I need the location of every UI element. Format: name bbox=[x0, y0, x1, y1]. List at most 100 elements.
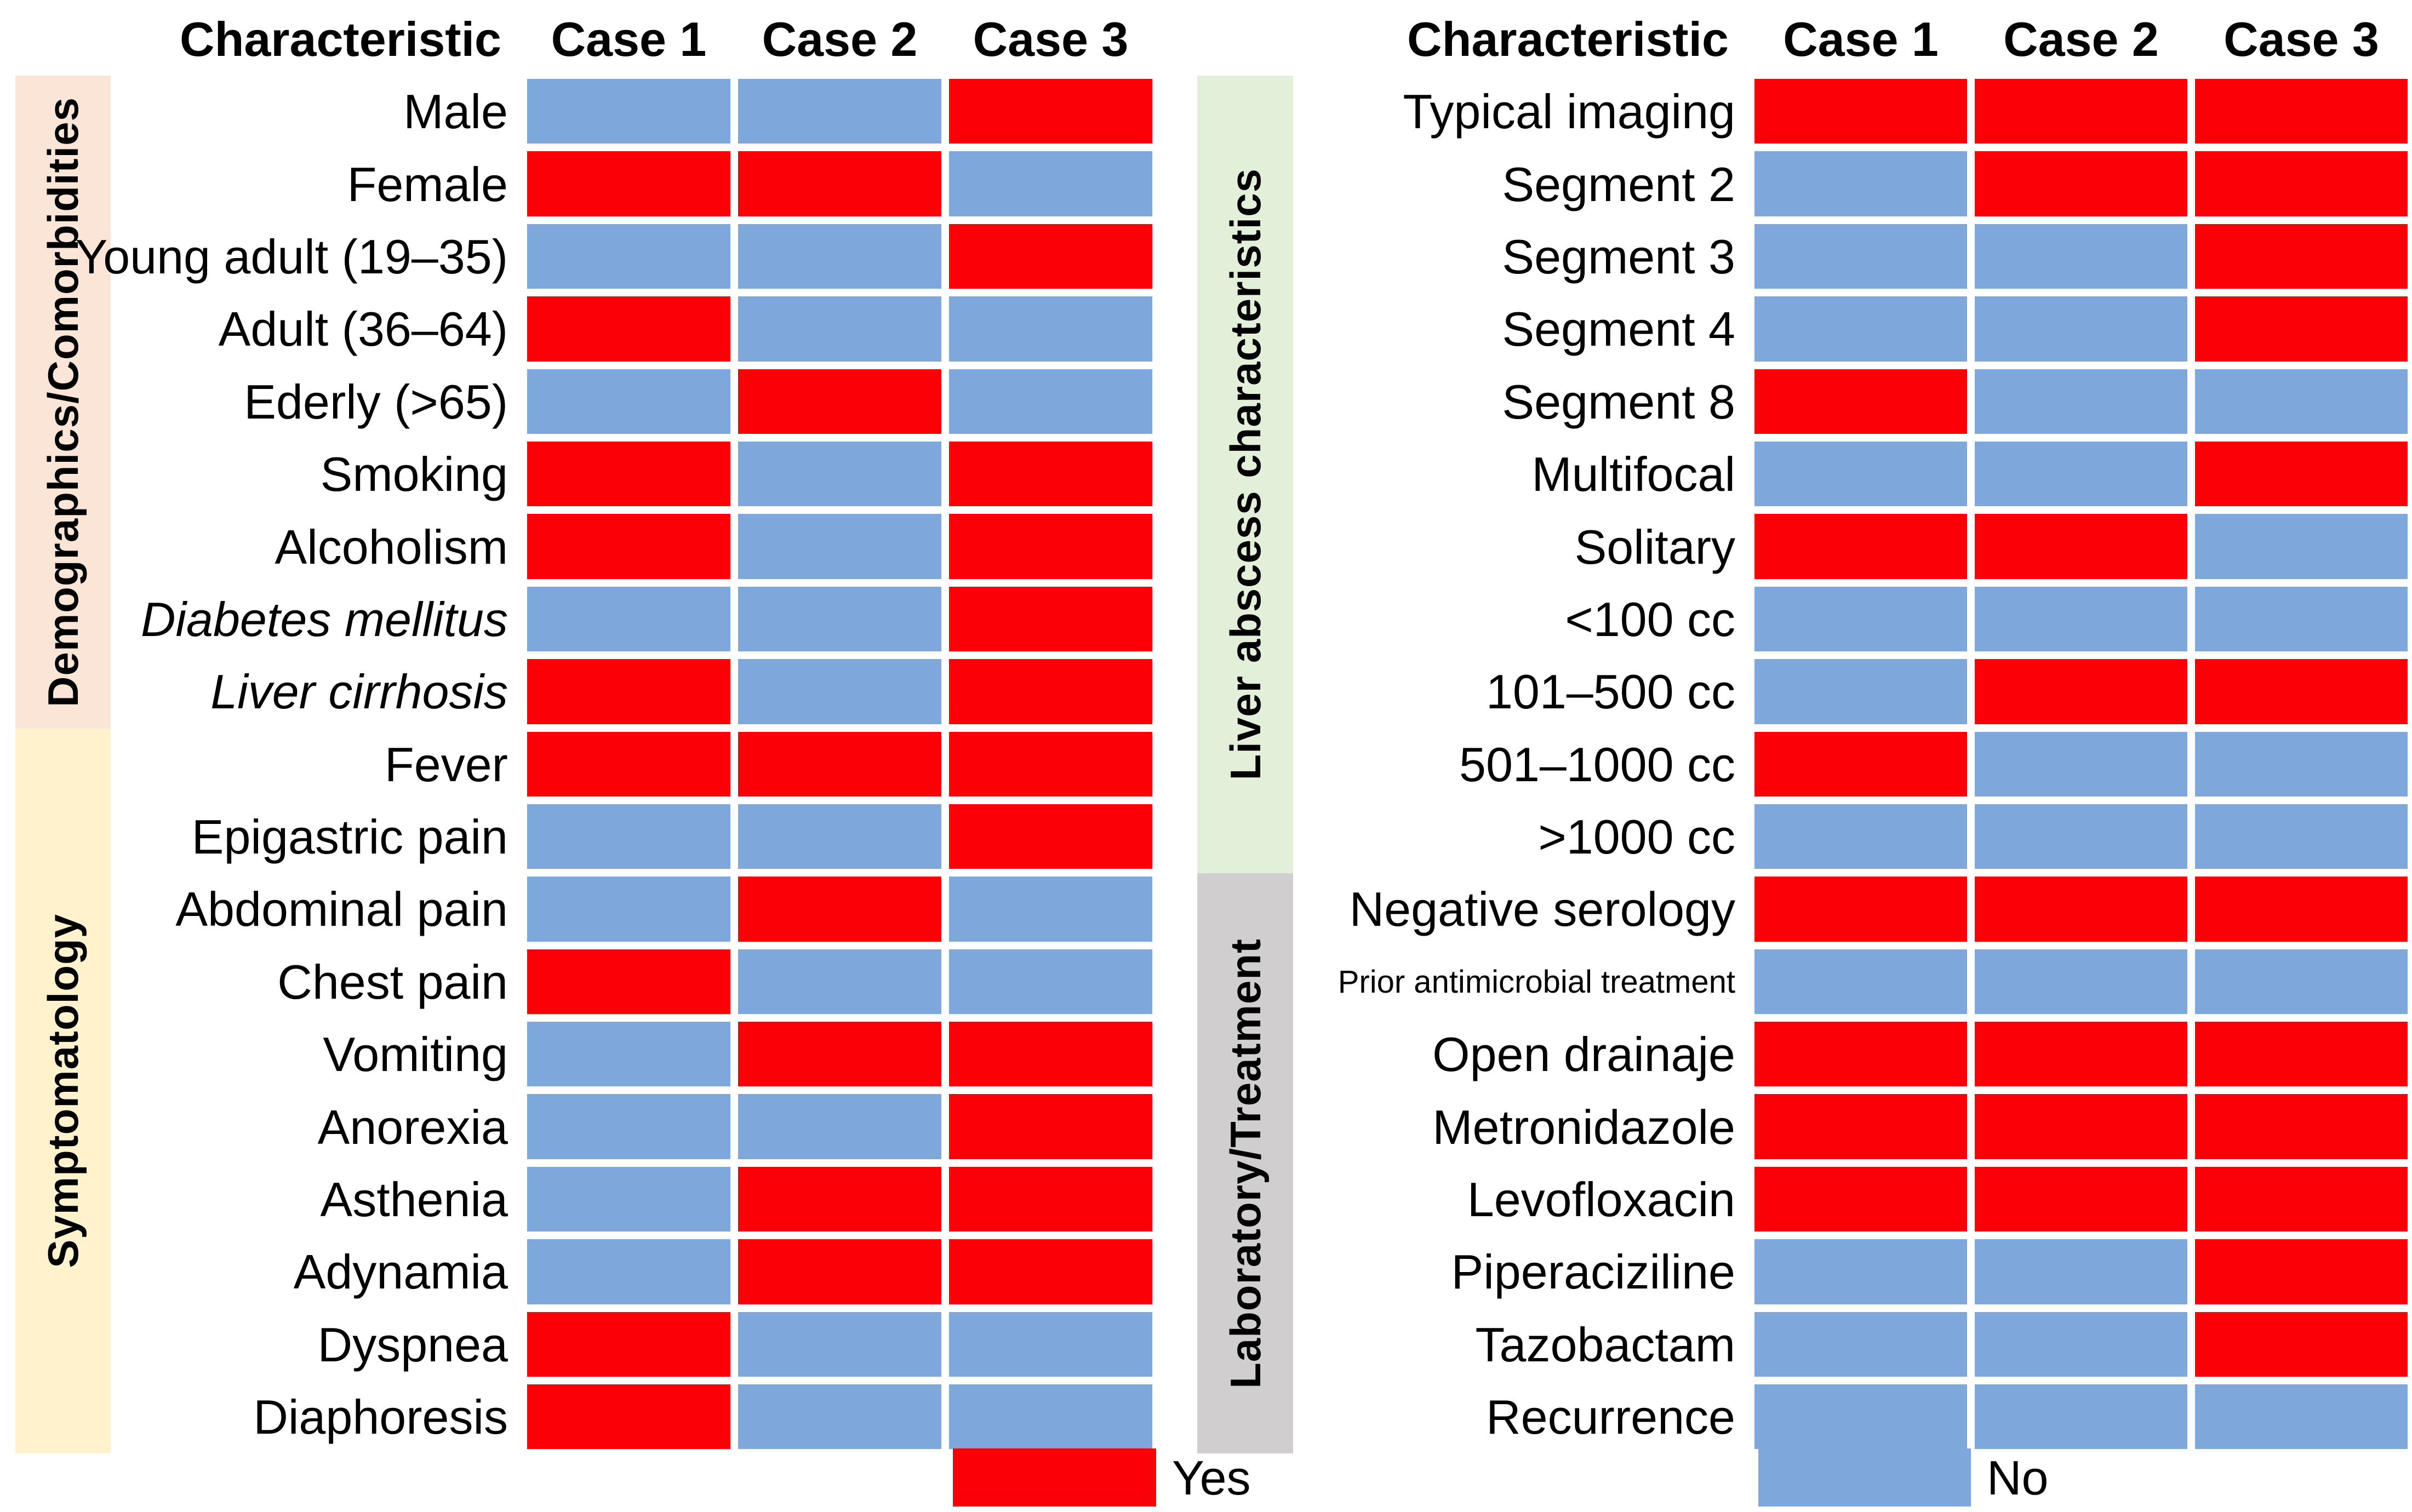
row-label: Tazobactam bbox=[1475, 1317, 1735, 1372]
row-label: Metronidazole bbox=[1432, 1099, 1735, 1154]
matrix-cell bbox=[738, 224, 941, 289]
row-label: Typical imaging bbox=[1403, 84, 1735, 139]
matrix-cell bbox=[738, 151, 941, 216]
matrix-cell bbox=[527, 731, 730, 797]
matrix-cell bbox=[1975, 1166, 2187, 1232]
band-symptomatology: Symptomatology bbox=[15, 728, 111, 1454]
row-label: Solitary bbox=[1574, 519, 1735, 574]
matrix-cell bbox=[1754, 1094, 1967, 1159]
matrix-cell bbox=[2195, 586, 2408, 652]
matrix-cell bbox=[2195, 441, 2408, 507]
matrix-cell bbox=[1754, 514, 1967, 579]
matrix-cell bbox=[527, 514, 730, 579]
matrix-cell bbox=[2195, 731, 2408, 797]
matrix-cell bbox=[949, 1094, 1152, 1159]
matrix-cell bbox=[738, 369, 941, 434]
matrix-cell bbox=[2195, 224, 2408, 289]
matrix-cell bbox=[738, 877, 941, 942]
matrix-cell bbox=[1754, 369, 1967, 434]
matrix-cell bbox=[1975, 804, 2187, 869]
matrix-cell bbox=[949, 659, 1152, 724]
row-label: Fever bbox=[385, 737, 508, 792]
row-label: Asthenia bbox=[320, 1172, 508, 1227]
left-header-case2: Case 2 bbox=[762, 12, 918, 66]
matrix-cell bbox=[1975, 224, 2187, 289]
row-label: >1000 cc bbox=[1538, 810, 1735, 864]
matrix-cell bbox=[738, 296, 941, 362]
row-label: Male bbox=[403, 84, 508, 139]
matrix-cell bbox=[527, 1311, 730, 1377]
matrix-cell bbox=[1975, 441, 2187, 507]
row-label: Prior antimicrobial treatment bbox=[1338, 964, 1735, 1000]
matrix-cell bbox=[738, 1094, 941, 1159]
legend-yes: Yes bbox=[949, 1445, 1251, 1511]
matrix-cell bbox=[949, 224, 1152, 289]
matrix-cell bbox=[1975, 151, 2187, 216]
matrix-cell bbox=[1754, 79, 1967, 144]
matrix-cell bbox=[1754, 1022, 1967, 1087]
matrix-cell bbox=[1975, 731, 2187, 797]
matrix-cell bbox=[1975, 369, 2187, 434]
matrix-cell bbox=[1975, 296, 2187, 362]
row-label: Abdominal pain bbox=[175, 882, 508, 937]
matrix-cell bbox=[527, 1239, 730, 1304]
row-label: Alcoholism bbox=[275, 519, 508, 574]
row-label: Dyspnea bbox=[317, 1317, 508, 1372]
row-label: Segment 8 bbox=[1502, 374, 1735, 429]
matrix-cell bbox=[949, 1239, 1152, 1304]
matrix-cell bbox=[2195, 1311, 2408, 1377]
matrix-cell bbox=[738, 441, 941, 507]
band-demographics-label: Demographics/Comorbidities bbox=[39, 96, 87, 707]
panel-abscess-laboratory: Characteristic Case 1 Case 2 Case 3 Live… bbox=[1197, 11, 2411, 1454]
row-label: Liver cirrhosis bbox=[210, 665, 508, 719]
matrix-cell bbox=[2195, 804, 2408, 869]
matrix-cell bbox=[738, 731, 941, 797]
matrix-cell bbox=[738, 1166, 941, 1232]
legend-yes-label: Yes bbox=[1172, 1451, 1251, 1505]
matrix-cell bbox=[949, 877, 1152, 942]
matrix-cell bbox=[738, 1022, 941, 1087]
matrix-cell bbox=[1975, 1384, 2187, 1450]
left-header-characteristic: Characteristic bbox=[180, 12, 501, 66]
matrix-cell bbox=[949, 441, 1152, 507]
row-label: Negative serology bbox=[1349, 882, 1735, 937]
matrix-cell bbox=[1975, 1239, 2187, 1304]
row-label: Levofloxacin bbox=[1467, 1172, 1735, 1227]
matrix-cell bbox=[2195, 296, 2408, 362]
matrix-cell bbox=[2195, 949, 2408, 1015]
matrix-cell bbox=[949, 1384, 1152, 1450]
row-label: Smoking bbox=[320, 447, 508, 502]
band-liver-abscess-label: Liver abscess characteristics bbox=[1221, 168, 1270, 781]
band-symptomatology-label: Symptomatology bbox=[39, 914, 87, 1268]
matrix-cell bbox=[1754, 1239, 1967, 1304]
right-header-case1: Case 1 bbox=[1783, 12, 1939, 66]
matrix-cell bbox=[2195, 151, 2408, 216]
matrix-cell bbox=[949, 586, 1152, 652]
matrix-cell bbox=[738, 659, 941, 724]
band-laboratory-treatment: Laboratory/Treatment bbox=[1197, 873, 1293, 1454]
matrix-cell bbox=[1975, 79, 2187, 144]
matrix-cell bbox=[949, 369, 1152, 434]
band-laboratory-label: Laboratory/Treatment bbox=[1221, 938, 1270, 1389]
matrix-cell bbox=[2195, 1166, 2408, 1232]
matrix-cell bbox=[1754, 151, 1967, 216]
matrix-cell bbox=[527, 369, 730, 434]
matrix-cell bbox=[527, 659, 730, 724]
matrix-cell bbox=[738, 804, 941, 869]
legend-no-swatch bbox=[1758, 1448, 1971, 1507]
matrix-cell bbox=[949, 151, 1152, 216]
matrix-cell bbox=[527, 79, 730, 144]
matrix-cell bbox=[1754, 296, 1967, 362]
matrix-cell bbox=[1754, 804, 1967, 869]
row-label: Anorexia bbox=[317, 1099, 508, 1154]
band-liver-abscess-characteristics: Liver abscess characteristics bbox=[1197, 76, 1293, 874]
matrix-cell bbox=[949, 1022, 1152, 1087]
matrix-cell bbox=[527, 1022, 730, 1087]
matrix-cell bbox=[1754, 731, 1967, 797]
matrix-cell bbox=[949, 949, 1152, 1015]
row-label: Vomiting bbox=[323, 1027, 508, 1082]
row-label: Multifocal bbox=[1531, 447, 1735, 502]
matrix-cell bbox=[2195, 1022, 2408, 1087]
matrix-cell bbox=[527, 296, 730, 362]
